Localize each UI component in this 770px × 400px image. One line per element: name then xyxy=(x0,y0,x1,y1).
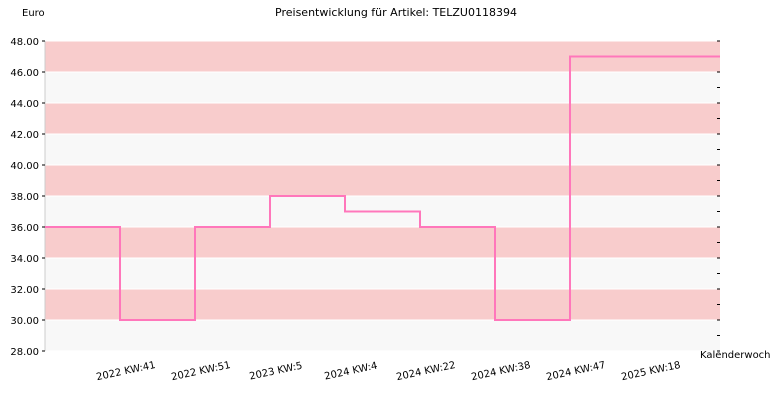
x-tick-label: 2023 KW:5 xyxy=(248,361,303,383)
band xyxy=(45,134,720,165)
x-axis-label: Kalenderwoche xyxy=(700,350,770,361)
band xyxy=(45,227,720,258)
x-tick-label: 2022 KW:41 xyxy=(95,360,156,383)
x-tick-label: 2024 KW:22 xyxy=(395,360,456,383)
x-tick-label: 2024 KW:47 xyxy=(545,360,606,383)
y-tick-label: 38.00 xyxy=(10,192,39,203)
y-tick-label: 28.00 xyxy=(10,347,39,358)
y-tick-label: 30.00 xyxy=(10,316,39,327)
price-step-line xyxy=(45,55,720,321)
band xyxy=(45,258,720,289)
y-tick-label: 40.00 xyxy=(10,161,39,172)
plot-frame xyxy=(44,40,720,352)
y-tick-label: 46.00 xyxy=(10,68,39,79)
band xyxy=(45,320,720,351)
y-tick-label: 42.00 xyxy=(10,130,39,141)
band xyxy=(45,72,720,103)
y-tick-label: 44.00 xyxy=(10,99,39,110)
x-tick-label: 2024 KW:38 xyxy=(470,360,531,383)
y-tick-label: 36.00 xyxy=(10,223,39,234)
x-axis-ticks: 2022 KW:41 2022 KW:51 2023 KW:5 2024 KW:4 20… xyxy=(95,360,681,383)
band xyxy=(45,289,720,320)
band xyxy=(45,165,720,196)
x-tick-label: 2022 KW:51 xyxy=(170,360,231,383)
band xyxy=(45,103,720,134)
chart-title: Preisentwicklung für Artikel: TELZU01183… xyxy=(275,6,517,19)
y-axis-ticks: 28.00 30.00 32.00 34.00 36.00 38.00 40.00 42.00… xyxy=(10,37,720,358)
y-axis-label: Euro xyxy=(22,8,45,19)
x-tick-label: 2024 KW:4 xyxy=(323,361,378,383)
y-tick-label: 32.00 xyxy=(10,285,39,296)
price-series xyxy=(45,55,720,321)
x-tick-label: 2025 KW:18 xyxy=(620,360,681,383)
y-tick-label: 34.00 xyxy=(10,254,39,265)
y-tick-label: 48.00 xyxy=(10,37,39,48)
